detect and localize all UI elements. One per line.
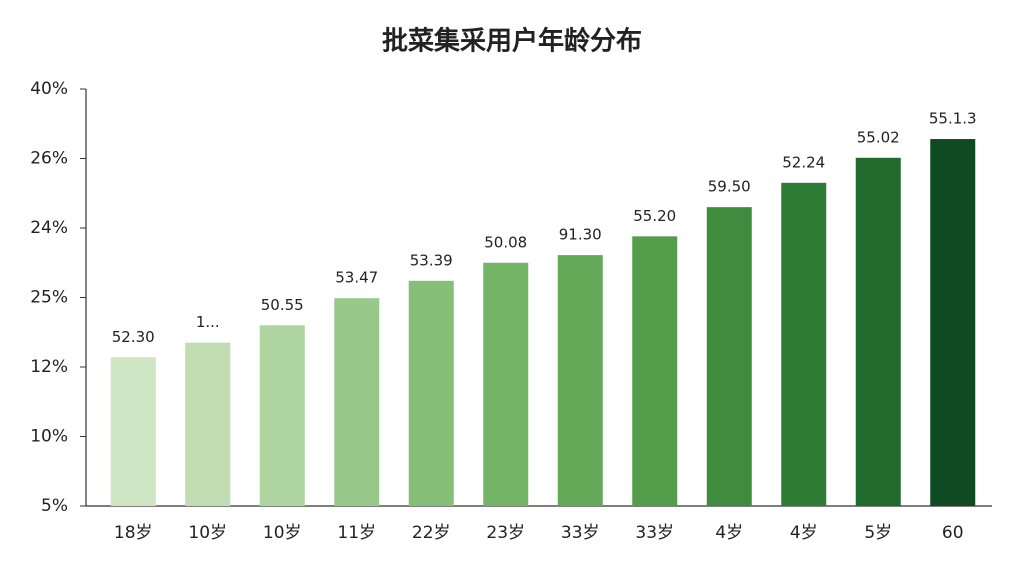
- y-tick-label: 5%: [41, 496, 68, 516]
- bar: [334, 298, 380, 506]
- chart-title: 批菜集采用户年龄分布: [382, 26, 642, 57]
- data-label: 59.50: [708, 178, 751, 196]
- x-tick-label: 22岁: [412, 523, 451, 543]
- y-tick-label: 26%: [30, 149, 68, 169]
- x-tick-label: 33岁: [561, 523, 600, 543]
- data-label: 55.1.3: [929, 110, 977, 128]
- x-tick-label: 11岁: [337, 523, 376, 543]
- bar: [557, 255, 603, 506]
- data-label: 55.20: [633, 207, 676, 225]
- bar: [259, 325, 305, 506]
- x-tick-label: 10岁: [263, 523, 302, 543]
- data-label: 55.02: [857, 128, 900, 146]
- bar: [185, 342, 231, 506]
- bar: [483, 262, 529, 506]
- bar: [110, 357, 156, 506]
- y-tick-label: 12%: [30, 357, 68, 377]
- y-tick-label: 24%: [30, 218, 68, 238]
- bar: [930, 139, 976, 507]
- bar: [632, 236, 678, 506]
- y-tick-label: 40%: [30, 79, 68, 99]
- data-label: 91.30: [559, 226, 602, 244]
- bar: [855, 157, 901, 506]
- bar: [408, 280, 454, 506]
- data-label: 53.47: [335, 269, 378, 287]
- x-tick-label: 23岁: [486, 523, 525, 543]
- bar: [781, 182, 827, 506]
- x-tick-label: 10岁: [188, 523, 227, 543]
- data-label: 50.08: [484, 233, 527, 251]
- bar: [706, 207, 752, 506]
- y-tick-label: 10%: [30, 427, 68, 447]
- x-tick-label: 4岁: [790, 523, 818, 543]
- data-label: 1...: [196, 313, 220, 331]
- x-tick-label: 5岁: [864, 523, 892, 543]
- data-label: 53.39: [410, 251, 453, 269]
- y-tick-label: 25%: [30, 288, 68, 308]
- x-tick-label: 33岁: [635, 523, 674, 543]
- x-tick-label: 60: [942, 523, 964, 543]
- data-label: 52.30: [112, 328, 155, 346]
- data-label: 52.24: [782, 153, 825, 171]
- data-label: 50.55: [261, 296, 304, 314]
- x-tick-label: 18岁: [114, 523, 153, 543]
- x-tick-label: 4岁: [715, 523, 743, 543]
